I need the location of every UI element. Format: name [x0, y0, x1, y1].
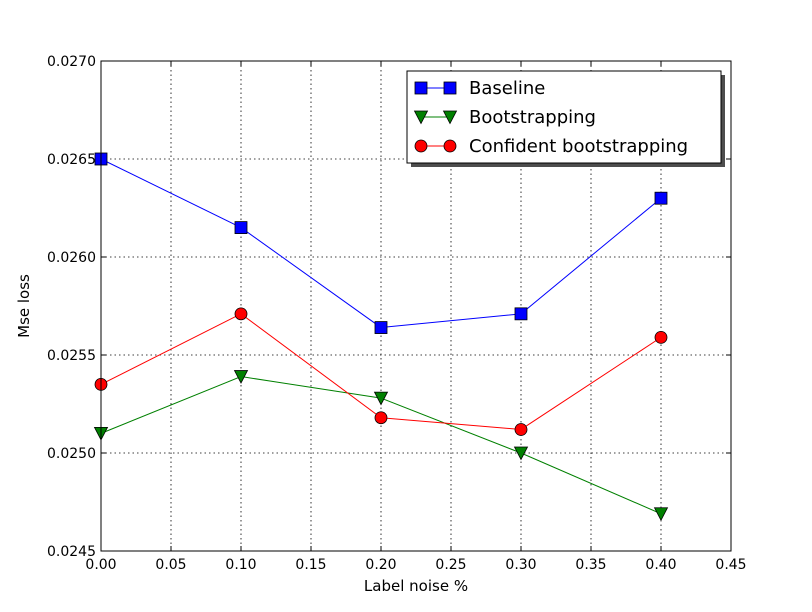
legend-label-baseline: Baseline: [469, 78, 545, 99]
legend-marker-confident-bootstrapping: [443, 139, 457, 153]
legend-label-confident-bootstrapping: Confident bootstrapping: [469, 136, 688, 157]
x-tick-label: 0.45: [715, 557, 746, 573]
data-point-confident-bootstrapping: [374, 411, 388, 425]
data-point-baseline: [654, 191, 668, 205]
data-point-bootstrapping: [373, 391, 389, 406]
data-point-confident-bootstrapping: [234, 307, 248, 321]
x-tick-label: 0.30: [505, 557, 536, 573]
data-point-baseline: [374, 321, 388, 334]
y-tick-label: 0.0245: [47, 544, 96, 560]
x-tick-label: 0.35: [575, 557, 606, 573]
y-tick-label: 0.0265: [47, 152, 96, 168]
x-tick-label: 0.00: [85, 557, 116, 573]
y-tick-label: 0.0270: [47, 54, 96, 70]
y-axis-title: Mse loss: [15, 274, 33, 338]
y-tick-label: 0.0255: [47, 348, 96, 364]
legend-box: [406, 70, 722, 164]
legend-item-bootstrapping: Bootstrapping: [413, 107, 596, 128]
x-tick-label: 0.10: [225, 557, 256, 573]
y-tick-label: 0.0260: [47, 250, 96, 266]
legend-marker-baseline: [443, 81, 457, 95]
legend-marker-bootstrapping: [413, 110, 429, 125]
legend-marker-baseline: [414, 81, 428, 95]
data-point-baseline: [234, 221, 248, 235]
legend-marker-confident-bootstrapping: [414, 139, 428, 153]
tick-label-layer: 0.00 0.05 0.10 0.15 0.20 0.25 0.30 0.35 0.40 0.45…: [47, 54, 747, 573]
legend-marker-bootstrapping: [442, 110, 458, 125]
legend-item-confident-bootstrapping: Confident bootstrapping: [414, 136, 688, 157]
x-axis-title: Label noise %: [364, 577, 468, 595]
data-point-bootstrapping: [653, 507, 669, 522]
series-layer: [93, 152, 669, 522]
data-point-baseline: [514, 307, 528, 321]
y-tick-label: 0.0250: [47, 446, 96, 462]
data-point-bootstrapping: [513, 446, 529, 461]
data-point-confident-bootstrapping: [654, 330, 668, 344]
data-point-confident-bootstrapping: [514, 423, 528, 436]
legend-label-bootstrapping: Bootstrapping: [469, 107, 596, 128]
series-baseline: [94, 152, 668, 334]
series-confident-bootstrapping: [94, 307, 668, 436]
x-tick-label: 0.15: [295, 557, 326, 573]
x-tick-label: 0.40: [645, 557, 676, 573]
plot-frame: [100, 60, 732, 552]
x-tick-label: 0.05: [155, 557, 186, 573]
data-point-bootstrapping: [233, 370, 249, 384]
legend-item-baseline: Baseline: [414, 78, 545, 99]
legend: Baseline Bootstrapping Confident bootstrap…: [406, 70, 725, 167]
x-tick-label: 0.25: [435, 557, 466, 573]
x-tick-label: 0.20: [365, 557, 396, 573]
